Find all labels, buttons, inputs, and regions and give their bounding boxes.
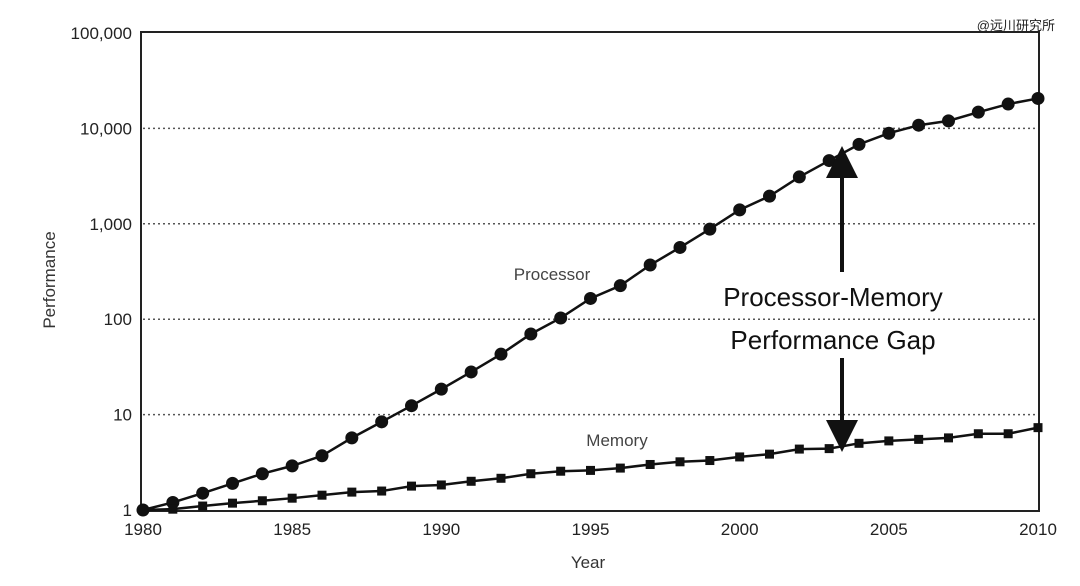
memory-point [675, 457, 685, 467]
y-tick-label: 10 [113, 406, 132, 425]
processor-point [494, 347, 508, 361]
processor-point [345, 431, 359, 445]
y-axis-ticks: 1 10 100 1,000 10,000 100,000 [71, 24, 132, 520]
memory-point [973, 429, 983, 439]
x-tick-label: 2010 [1019, 520, 1057, 539]
memory-point [854, 438, 864, 448]
processor-point [255, 467, 269, 481]
memory-point [138, 505, 148, 515]
x-axis-ticks: 1980 1985 1990 1995 2000 2005 2010 [124, 520, 1057, 539]
processor-point [942, 114, 955, 128]
processor-point [1001, 97, 1015, 111]
processor-point [882, 126, 896, 140]
memory-point [377, 486, 387, 496]
memory-point [257, 496, 267, 506]
y-tick-label: 100,000 [71, 24, 132, 43]
memory-point [735, 452, 745, 462]
memory-point [526, 469, 536, 479]
processor-point [852, 137, 866, 151]
y-tick-label: 10,000 [80, 119, 132, 138]
memory-point [556, 466, 566, 476]
memory-point [317, 490, 327, 500]
processor-point [375, 415, 389, 429]
memory-point [168, 504, 178, 514]
memory-point [198, 501, 208, 511]
memory-point [824, 444, 834, 454]
processor-point [315, 449, 329, 463]
x-tick-label: 1980 [124, 520, 162, 539]
x-tick-label: 2000 [721, 520, 759, 539]
processor-point [643, 258, 657, 272]
x-tick-label: 1985 [273, 520, 311, 539]
gridlines [143, 127, 1038, 416]
memory-point [347, 487, 357, 497]
processor-point [912, 118, 926, 132]
memory-point [705, 456, 715, 466]
x-tick-label: 1990 [422, 520, 460, 539]
memory-point [228, 498, 237, 508]
memory-point [765, 449, 774, 459]
processor-series-label: Processor [514, 265, 591, 284]
processor-point [1031, 91, 1045, 105]
processor-point [405, 399, 418, 413]
processor-point [434, 382, 448, 396]
processor-point [524, 327, 538, 341]
memory-point [884, 436, 894, 446]
gap-annotation-line1: Processor-Memory [723, 282, 943, 312]
watermark: @远川研究所 [977, 18, 1055, 33]
processor-point [673, 240, 687, 254]
memory-point [287, 493, 297, 503]
x-tick-label: 2005 [870, 520, 908, 539]
processor-point [196, 486, 210, 500]
plot-frame [140, 31, 1040, 512]
memory-point [496, 473, 506, 483]
processor-point [464, 365, 478, 379]
memory-point [466, 476, 476, 486]
memory-point [1033, 423, 1043, 433]
processor-point [613, 279, 627, 293]
x-tick-label: 1995 [572, 520, 610, 539]
y-tick-label: 100 [104, 310, 132, 329]
y-tick-label: 1,000 [89, 215, 132, 234]
y-axis-label: Performance [40, 231, 59, 328]
y-tick-label: 1 [123, 501, 132, 520]
series-group [136, 91, 1045, 517]
processor-point [285, 459, 299, 473]
processor-point [792, 170, 806, 184]
memory-point [794, 444, 804, 454]
memory-point [615, 463, 625, 473]
processor-point [971, 105, 985, 119]
memory-point [1003, 429, 1013, 439]
processor-point [763, 189, 776, 203]
processor-point [733, 203, 747, 217]
processor-point [703, 222, 717, 236]
processor-point [584, 291, 597, 305]
memory-point [436, 480, 446, 490]
memory-point [645, 459, 655, 469]
memory-point [914, 434, 924, 444]
memory-series-label: Memory [586, 431, 648, 450]
processor-point [554, 311, 568, 325]
memory-point [407, 481, 416, 491]
memory-point [586, 465, 595, 475]
processor-point [822, 154, 836, 168]
processor-point [226, 476, 239, 490]
gap-annotation-line2: Performance Gap [730, 325, 935, 355]
memory-point [944, 433, 953, 443]
x-axis-label: Year [571, 553, 606, 572]
